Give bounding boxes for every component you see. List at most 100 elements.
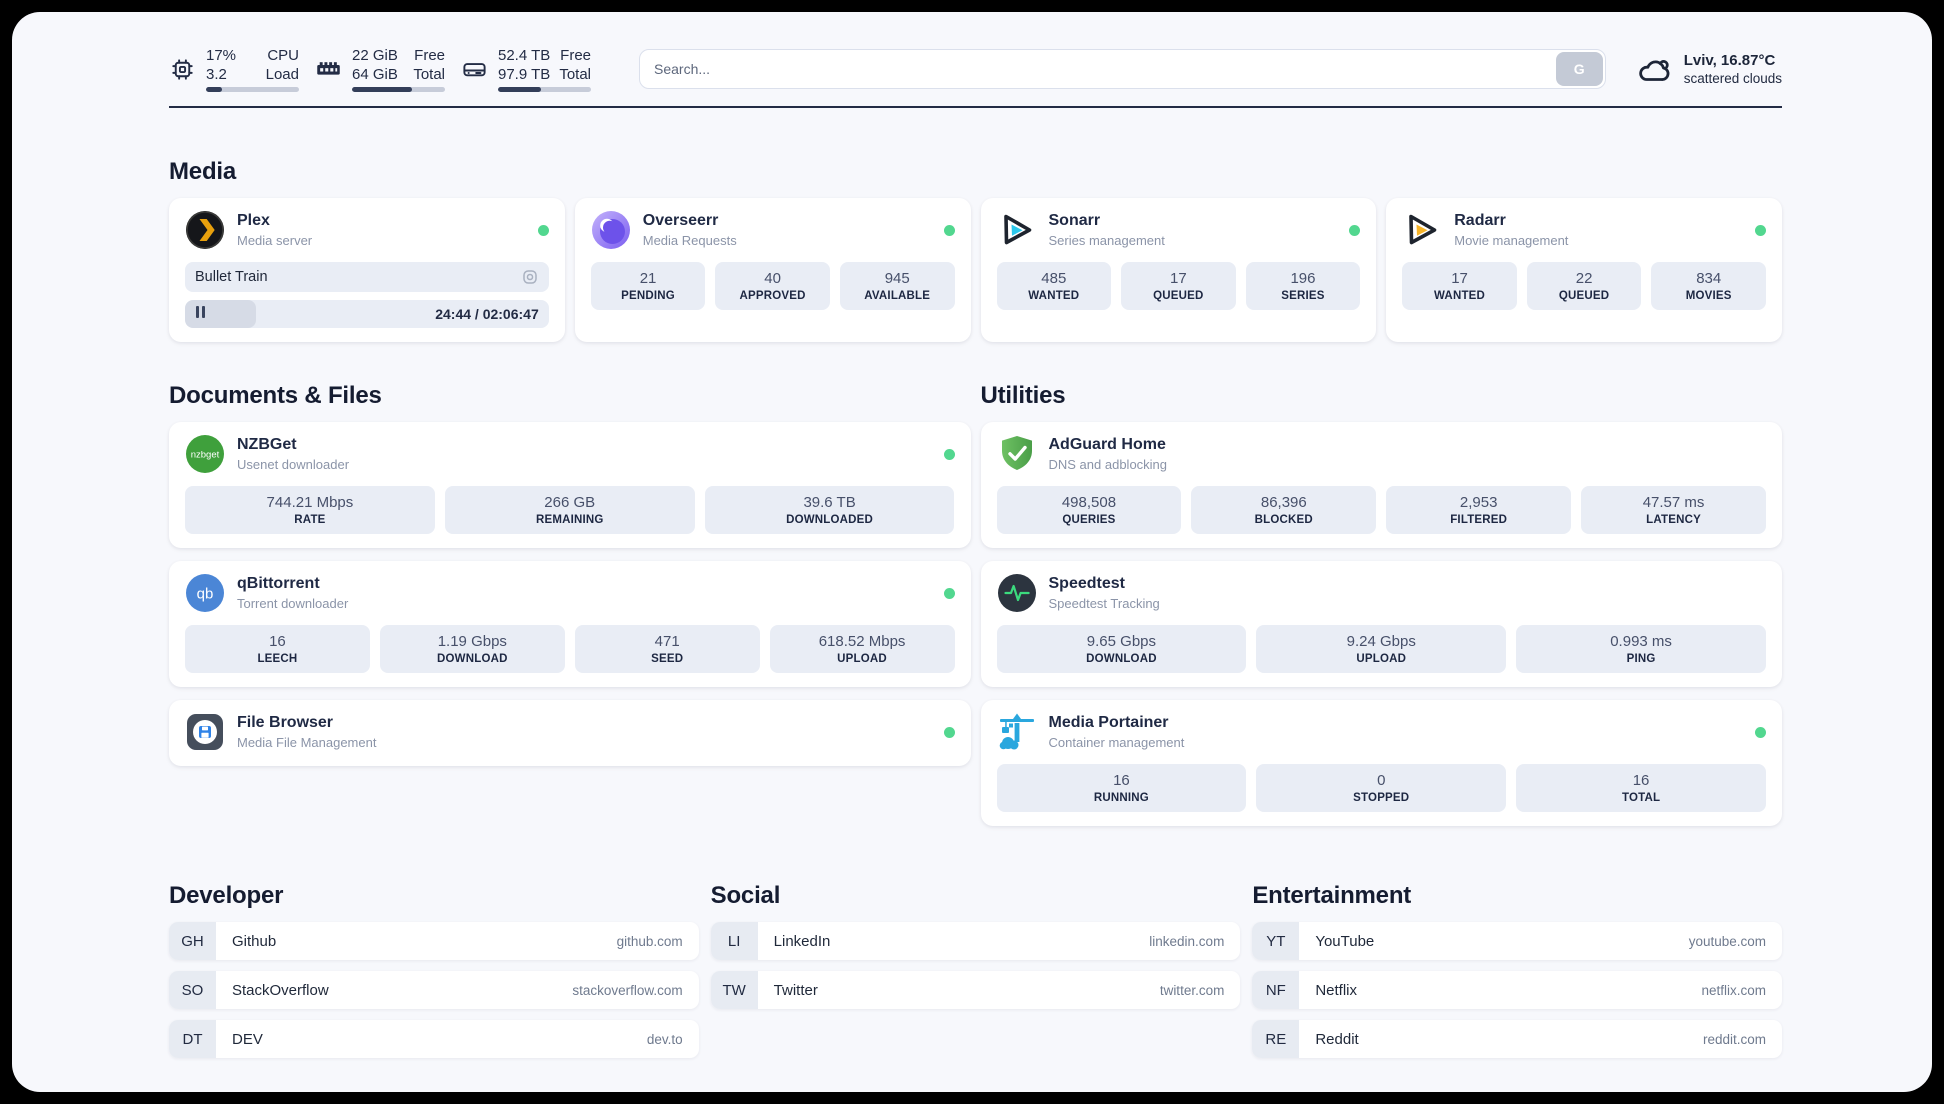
stat-available: 945 AVAILABLE (839, 262, 955, 310)
stat-upload: 9.24 Gbps UPLOAD (1256, 625, 1507, 673)
app-subtitle: Usenet downloader (237, 457, 350, 472)
search-input[interactable] (639, 49, 1606, 89)
disk-progress-bar (498, 87, 591, 92)
app-subtitle: Media server (237, 233, 313, 248)
status-online-dot (943, 224, 955, 236)
link-twitter[interactable]: TW Twitter twitter.com (710, 971, 1241, 1009)
stat-latency: 47.57 ms LATENCY (1581, 486, 1766, 534)
media-section-title: Media (169, 158, 237, 185)
app-subtitle: Series management (1048, 233, 1165, 248)
now-playing-title: Bullet Train (195, 269, 268, 285)
weather-condition: scattered clouds (1683, 71, 1782, 86)
weather-location-temp: Lviv, 16.87°C (1683, 52, 1776, 69)
nzbget-card[interactable]: nzbget NZBGet Usenet downloader 744.21 M… (169, 422, 971, 548)
overseerr-icon (591, 210, 631, 250)
memory-total-value: 64 GiB (352, 66, 398, 83)
radarr-icon (1402, 210, 1442, 250)
sonarr-card[interactable]: Sonarr Series management 485 WANTED 17 QUE… (980, 198, 1377, 342)
utilities-section-title: Utilities (980, 382, 1066, 409)
app-subtitle: Torrent downloader (237, 596, 349, 611)
stat-remaining: 266 GB REMAINING (444, 486, 695, 534)
link-linkedin[interactable]: LI LinkedIn linkedin.com (710, 922, 1241, 960)
radarr-card[interactable]: Radarr Movie management 17 WANTED 22 QUEUE… (1386, 198, 1782, 342)
svg-text:qb: qb (197, 586, 214, 603)
cpu-load-label: Load (265, 66, 299, 83)
header-divider (169, 106, 1782, 108)
status-online-dot (943, 448, 955, 460)
link-domain: youtube.com (1688, 933, 1766, 949)
adguard-card[interactable]: AdGuard Home DNS and adblocking 498,508 Q… (980, 422, 1782, 548)
link-initials-badge: GH (169, 922, 216, 960)
status-online-dot (1755, 224, 1766, 236)
cloud-icon (1638, 59, 1670, 81)
plex-icon (185, 210, 225, 250)
search-engine-button[interactable]: G (1555, 52, 1603, 86)
status-online-dot (1349, 224, 1361, 236)
link-domain: stackoverflow.com (572, 982, 683, 998)
weather-widget: Lviv, 16.87°C scattered clouds (1636, 51, 1782, 88)
memory-free-value: 22 GiB (352, 47, 398, 64)
app-title: AdGuard Home (1048, 436, 1166, 453)
dashboard-root: 17% CPU 3.2 Load 22 GiB Free 64 GiB Total (12, 12, 1932, 1092)
stat-queued: 22 QUEUED (1526, 262, 1642, 310)
memory-free-label: Free (414, 47, 445, 64)
link-github[interactable]: GH Github github.com (169, 922, 699, 960)
app-subtitle: Speedtest Tracking (1048, 596, 1160, 611)
cpu-chip-icon (172, 58, 193, 80)
portainer-card[interactable]: Media Portainer Container management 16 R… (980, 700, 1782, 826)
link-youtube[interactable]: YT YouTube youtube.com (1252, 922, 1782, 960)
stat-approved: 40 APPROVED (715, 262, 830, 310)
filebrowser-icon (185, 712, 225, 752)
stat-download: 9.65 Gbps DOWNLOAD (996, 625, 1247, 673)
pause-button[interactable] (185, 300, 256, 328)
link-domain: linkedin.com (1149, 933, 1225, 949)
pause-icon (196, 305, 205, 323)
stat-queued: 17 QUEUED (1121, 262, 1236, 310)
status-online-dot (1755, 726, 1766, 738)
svg-text:nzbget: nzbget (191, 450, 220, 461)
qbittorrent-card[interactable]: qb qBittorrent Torrent downloader 16 LEEC… (169, 561, 971, 687)
link-dev[interactable]: DT DEV dev.to (169, 1020, 699, 1058)
link-name: Reddit (1315, 1030, 1359, 1048)
status-online-dot (943, 726, 955, 738)
ram-icon (317, 61, 340, 75)
developer-section-title: Developer (169, 882, 284, 909)
media-section: Media Plex Media server Bullet Train (169, 158, 1782, 342)
speedtest-card[interactable]: Speedtest Speedtest Tracking 9.65 Gbps DO… (980, 561, 1782, 687)
memory-progress-bar (352, 87, 445, 92)
plex-card[interactable]: Plex Media server Bullet Train 24:44 / 0… (169, 198, 565, 342)
stat-wanted: 485 WANTED (996, 262, 1112, 310)
status-online-dot (537, 224, 549, 236)
stat-movies: 834 MOVIES (1651, 262, 1766, 310)
app-subtitle: Container management (1048, 735, 1185, 750)
filebrowser-card[interactable]: File Browser Media File Management (169, 700, 971, 766)
memory-total-label: Total (413, 66, 445, 83)
stat-wanted: 17 WANTED (1402, 262, 1517, 310)
link-name: LinkedIn (773, 932, 831, 950)
playback-time: 24:44 / 02:06:47 (435, 306, 539, 322)
stat-upload: 618.52 Mbps UPLOAD (769, 625, 955, 673)
link-initials-badge: SO (169, 971, 216, 1009)
overseerr-card[interactable]: Overseerr Media Requests 21 PENDING 40 APP… (574, 198, 971, 342)
link-name: StackOverflow (232, 981, 329, 999)
topbar: 17% CPU 3.2 Load 22 GiB Free 64 GiB Total (169, 46, 1782, 92)
memory-metric-widget: 22 GiB Free 64 GiB Total (315, 46, 445, 92)
link-netflix[interactable]: NF Netflix netflix.com (1252, 971, 1782, 1009)
link-name: Twitter (773, 981, 818, 999)
cpu-metric-widget: 17% CPU 3.2 Load (169, 46, 299, 92)
session-info-icon[interactable] (521, 268, 539, 286)
sonarr-icon (997, 210, 1037, 250)
social-links-section: Social LI LinkedIn linkedin.com TW Twitt… (710, 882, 1241, 1020)
developer-links-section: Developer GH Github github.com SO StackO… (169, 882, 699, 1069)
cpu-usage-value: 17% (206, 47, 237, 64)
stat-ping: 0.993 ms PING (1516, 625, 1766, 673)
stat-blocked: 86,396 BLOCKED (1191, 486, 1377, 534)
link-stackoverflow[interactable]: SO StackOverflow stackoverflow.com (169, 971, 699, 1009)
link-reddit[interactable]: RE Reddit reddit.com (1252, 1020, 1782, 1058)
app-subtitle: Media Requests (642, 233, 737, 248)
status-online-dot (943, 587, 955, 599)
stat-download: 1.19 Gbps DOWNLOAD (379, 625, 565, 673)
link-initials-badge: TW (710, 971, 758, 1009)
speedtest-icon (997, 573, 1037, 613)
link-name: Netflix (1315, 981, 1358, 999)
